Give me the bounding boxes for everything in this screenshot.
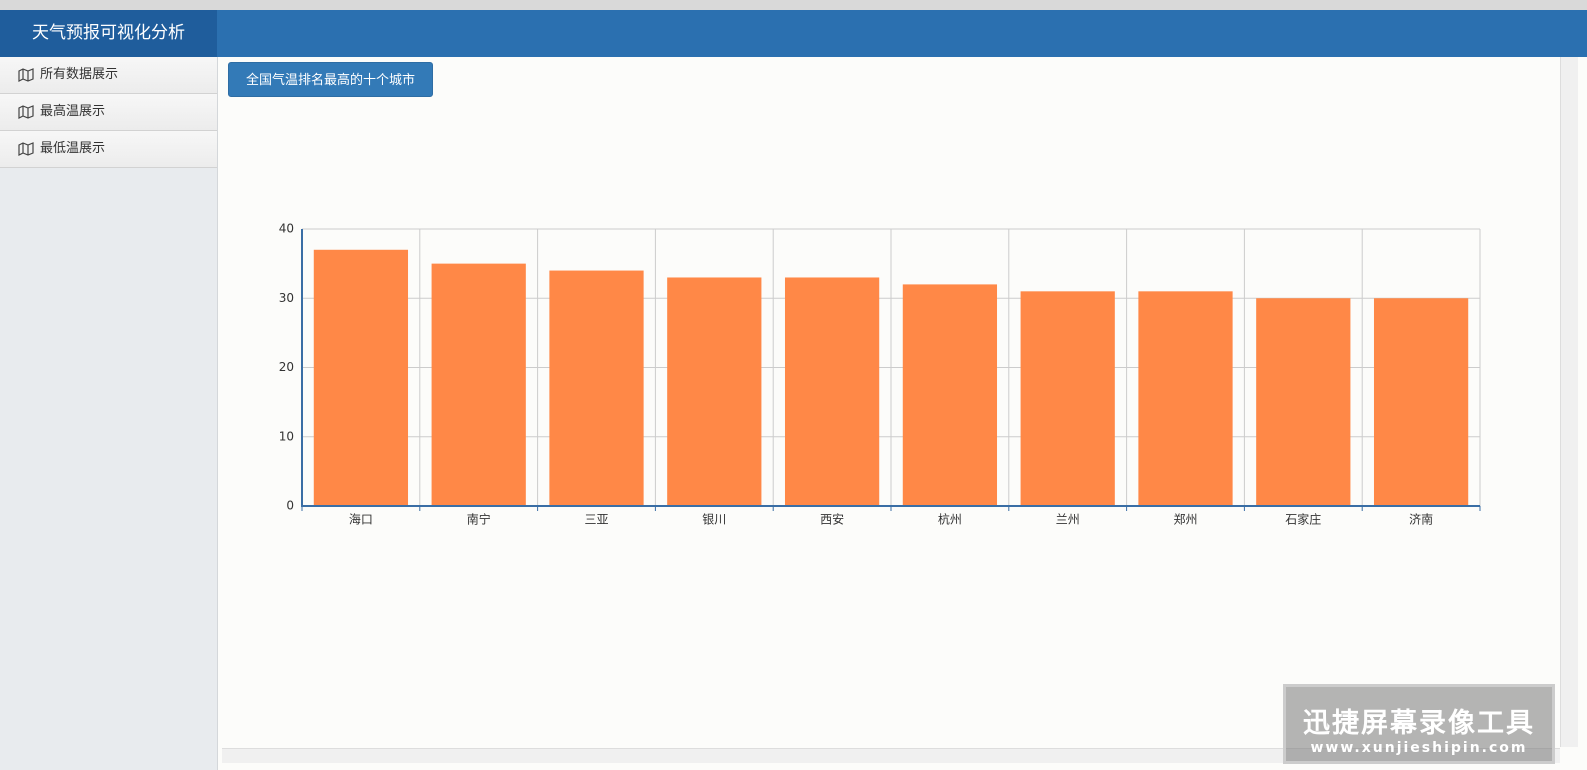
nav-item[interactable]: 最低温展示 [0, 131, 217, 168]
y-tick-label: 20 [279, 360, 294, 374]
x-tick-label: 海口 [349, 512, 373, 527]
horizontal-scrollbar[interactable] [222, 748, 1560, 763]
map-icon [18, 142, 34, 156]
x-tick-label: 西安 [820, 512, 844, 527]
map-icon [18, 105, 34, 119]
brand-title[interactable]: 天气预报可视化分析 [0, 10, 217, 57]
bar [431, 263, 526, 506]
x-tick-label: 银川 [702, 513, 726, 527]
nav-label: 最低温展示 [40, 141, 106, 156]
nav-item[interactable]: 所有数据展示 [0, 57, 217, 94]
nav-label: 最高温展示 [40, 104, 106, 119]
bar [1256, 298, 1351, 506]
x-tick-label: 济南 [1409, 512, 1433, 527]
nav-item[interactable]: 最高温展示 [0, 94, 217, 131]
x-tick-label: 石家庄 [1285, 512, 1321, 527]
bar [902, 284, 998, 506]
header: 天气预报可视化分析 [0, 10, 1587, 57]
y-tick-label: 0 [286, 499, 294, 513]
bar [1020, 291, 1115, 506]
x-tick-label: 郑州 [1173, 512, 1197, 527]
x-tick-label: 兰州 [1056, 513, 1080, 527]
map-icon [18, 68, 34, 82]
nav-label: 所有数据展示 [40, 67, 119, 82]
x-tick-label: 杭州 [938, 512, 962, 527]
sidebar: 所有数据展示 最高温展示 最低温展示 [0, 57, 218, 770]
bar [549, 270, 644, 506]
bar [313, 249, 409, 506]
bookmarks-bar [0, 0, 1587, 10]
y-tick-label: 40 [279, 222, 294, 236]
chart-button[interactable]: 全国气温排名最高的十个城市 [228, 62, 433, 97]
y-tick-label: 30 [279, 291, 294, 305]
bar [1373, 298, 1469, 506]
bar [1138, 291, 1233, 506]
bar [784, 277, 880, 506]
x-tick-label: 南宁 [467, 512, 491, 527]
watermark: 迅捷屏幕录像工具 www.xunjieshipin.com [1283, 684, 1555, 764]
x-tick-label: 三亚 [584, 513, 608, 527]
bar [667, 277, 762, 506]
vertical-scrollbar[interactable] [1560, 57, 1578, 747]
watermark-title: 迅捷屏幕录像工具 [1303, 708, 1535, 739]
watermark-url: www.xunjieshipin.com [1310, 740, 1528, 756]
y-tick-label: 10 [279, 429, 294, 443]
